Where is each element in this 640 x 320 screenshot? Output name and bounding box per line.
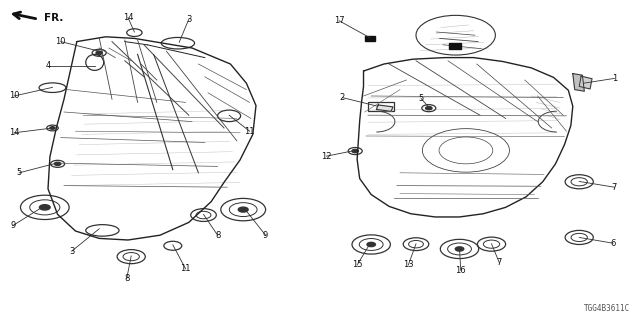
Text: 9: 9: [10, 221, 15, 230]
Text: TGG4B3611C: TGG4B3611C: [584, 304, 630, 313]
Text: 11: 11: [180, 264, 191, 273]
Circle shape: [96, 51, 102, 54]
Text: 2: 2: [340, 93, 345, 102]
Text: 3: 3: [186, 15, 191, 24]
Text: 7: 7: [497, 258, 502, 267]
Polygon shape: [573, 74, 584, 91]
Circle shape: [455, 247, 464, 251]
Circle shape: [352, 149, 358, 153]
Text: 16: 16: [456, 266, 466, 275]
Text: 11: 11: [244, 127, 255, 136]
Text: FR.: FR.: [44, 13, 63, 23]
Circle shape: [50, 127, 55, 129]
Text: 8: 8: [215, 231, 220, 240]
Circle shape: [367, 242, 376, 247]
Text: 15: 15: [352, 260, 362, 269]
Text: 12: 12: [321, 152, 332, 161]
Text: 6: 6: [611, 239, 616, 248]
Text: 5: 5: [17, 168, 22, 177]
Text: 8: 8: [124, 274, 129, 283]
Text: 1: 1: [612, 74, 617, 83]
Text: 10: 10: [9, 92, 19, 100]
Text: 14: 14: [123, 13, 133, 22]
Circle shape: [40, 205, 50, 210]
Text: 3: 3: [69, 247, 74, 256]
Bar: [365, 36, 375, 41]
Text: 13: 13: [403, 260, 413, 269]
Bar: [449, 43, 461, 49]
Text: 5: 5: [419, 94, 424, 103]
Text: 4: 4: [45, 61, 51, 70]
Circle shape: [426, 107, 432, 110]
Polygon shape: [579, 76, 592, 89]
Circle shape: [54, 162, 61, 165]
Text: 17: 17: [334, 16, 344, 25]
Text: 14: 14: [9, 128, 19, 137]
Text: 10: 10: [56, 37, 66, 46]
Text: 9: 9: [263, 231, 268, 240]
Polygon shape: [376, 105, 393, 111]
Circle shape: [238, 207, 248, 212]
Text: 7: 7: [612, 183, 617, 192]
